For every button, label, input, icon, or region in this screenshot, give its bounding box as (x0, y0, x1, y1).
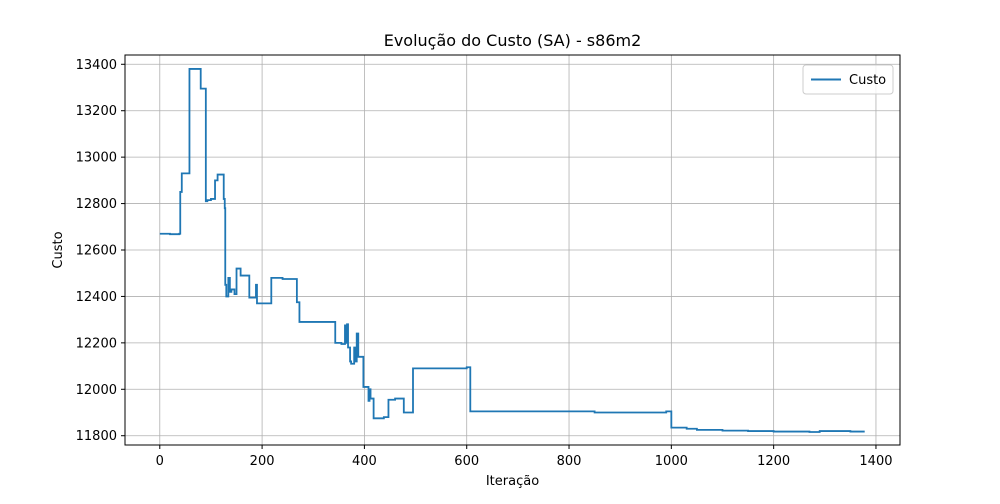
x-tick-label: 1000 (655, 454, 688, 469)
y-tick-label: 12200 (76, 336, 117, 351)
x-tick-label: 800 (557, 454, 582, 469)
y-tick-label: 12800 (76, 197, 117, 212)
x-tick-label: 400 (352, 454, 377, 469)
y-tick-label: 11800 (76, 429, 117, 444)
x-tick-label: 1400 (859, 454, 892, 469)
legend-box (802, 64, 894, 95)
y-tick-label: 13000 (76, 151, 117, 166)
series-layer (159, 68, 865, 433)
x-tick-label: 200 (250, 454, 275, 469)
y-tick-label: 12400 (76, 290, 117, 305)
x-tick-label: 600 (454, 454, 479, 469)
y-tick-label: 13200 (76, 104, 117, 119)
legend: Custo (802, 64, 894, 95)
y-tick-label: 12600 (76, 244, 117, 259)
chart-title: Evolução do Custo (SA) - s86m2 (384, 31, 642, 50)
x-tick-label: 1200 (757, 454, 790, 469)
ticks: 0 200 400 600 800 1000 1200 1400 11800 12000 12200… (76, 58, 893, 469)
y-tick-label: 12000 (76, 383, 117, 398)
y-axis-label: Custo (51, 231, 66, 268)
grid (125, 55, 900, 445)
legend-entry-custo: Custo (849, 73, 886, 88)
x-axis-label: Iteração (486, 474, 539, 489)
series-line-custo (159, 68, 865, 433)
y-tick-label: 13400 (76, 58, 117, 73)
x-tick-label: 0 (156, 454, 164, 469)
